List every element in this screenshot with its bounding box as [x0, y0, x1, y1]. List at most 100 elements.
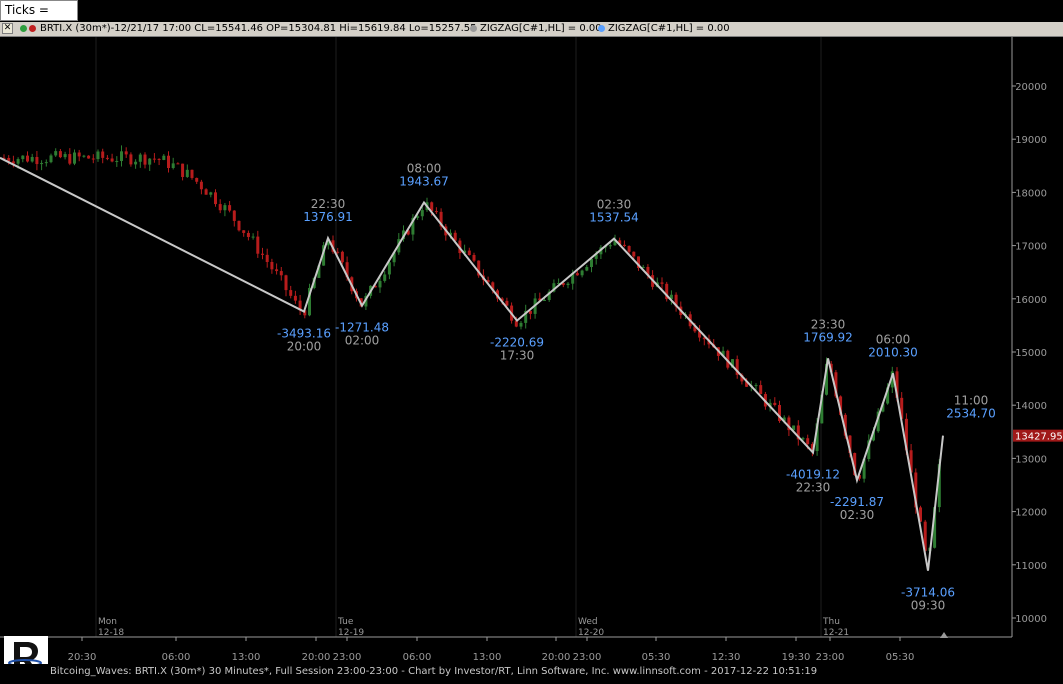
candle-body [810, 444, 814, 452]
time-tick-label: 19:30 [782, 652, 811, 663]
pivot-time-label: 02:30 [840, 508, 875, 522]
last-price-label: 13427.95 [1015, 432, 1063, 443]
candle-body [914, 472, 918, 508]
pivot-move-label: -3493.16 [277, 327, 331, 341]
candle-body [73, 152, 76, 164]
candle-body [580, 270, 584, 276]
price-chart[interactable]: 20:00-3493.1622:301376.9102:00-1271.4808… [0, 37, 1063, 664]
candle-body [486, 280, 490, 283]
candle-body [87, 155, 91, 159]
chart-background [0, 37, 1063, 664]
candle-body [439, 211, 443, 227]
time-tick-label: 06:00 [403, 652, 432, 663]
pivot-move-label: -3714.06 [901, 586, 955, 600]
time-tick-label: 23:00 [816, 652, 845, 663]
candle-body [54, 151, 58, 156]
candle-body [721, 350, 725, 356]
time-tick-label: 05:30 [886, 652, 915, 663]
candle-body [890, 371, 894, 388]
candle-body [637, 256, 640, 269]
candle-body [378, 280, 382, 288]
close-icon[interactable]: ✕ [2, 23, 13, 34]
candle-body [120, 151, 123, 161]
scroll-marker-icon[interactable] [940, 632, 948, 638]
candle-body [618, 240, 622, 245]
candle-body [303, 310, 307, 316]
candle-body [937, 464, 941, 508]
chart-info-bar: ✕ BRTI.X (30m*)-12/21/17 17:00 CL=15541.… [0, 22, 1063, 37]
candle-body [134, 161, 138, 165]
candle-body [35, 156, 39, 165]
candle-body [251, 236, 255, 238]
zigzag-indicator-1[interactable]: ZIGZAG[C#1,HL] = 0.00 [480, 23, 602, 34]
candle-body [608, 245, 612, 247]
candle-body [909, 450, 913, 473]
last-price-tag [1013, 429, 1063, 442]
candle-body [886, 387, 890, 404]
pivot-move-label: -2220.69 [490, 336, 544, 350]
candle-body [148, 158, 152, 165]
candle-body [519, 322, 523, 327]
price-tick-label: 13000 [1015, 454, 1047, 465]
symbol-quote[interactable]: BRTI.X (30m*)-12/21/17 17:00 CL=15541.46… [40, 23, 477, 34]
candle-body [157, 158, 161, 160]
candle-body [848, 435, 852, 454]
candle-body [773, 402, 777, 406]
candle-body [7, 157, 11, 162]
candle-body [778, 405, 781, 422]
time-axis[interactable]: 20:30 06:00 13:00 20:00 23:00 06:00 13:00 20:00… [68, 617, 915, 663]
candle-body [745, 381, 749, 387]
price-tick-label: 11000 [1015, 561, 1047, 572]
candle-body [195, 177, 199, 182]
candle-body [105, 157, 109, 159]
candle-body [218, 204, 222, 211]
candle-body [190, 169, 194, 178]
candle-body [284, 275, 288, 291]
pivot-time-label: 09:30 [911, 599, 946, 613]
candle-body [270, 261, 274, 270]
candle-body [669, 294, 673, 300]
candle-body [209, 192, 213, 195]
candle-body [820, 394, 824, 424]
time-tick-label: 13:00 [232, 652, 261, 663]
day-label: Mon [98, 617, 117, 627]
pivot-move-label: 1376.91 [303, 210, 353, 224]
candle-body [449, 232, 452, 236]
candle-body [594, 254, 598, 259]
time-tick-label: 20:00 [302, 652, 331, 663]
pivot-move-label: -1271.48 [335, 321, 389, 335]
candle-body [693, 326, 697, 332]
candle-body [566, 283, 570, 286]
candle-body [199, 181, 203, 190]
candle-body [96, 151, 100, 160]
zigzag-indicator-2[interactable]: ZIGZAG[C#1,HL] = 0.00 [608, 23, 730, 34]
candle-body [665, 283, 669, 300]
candle-body [317, 265, 321, 278]
up-candle-color-icon [20, 25, 27, 32]
candle-body [237, 220, 241, 231]
footer-text: Bitcoing_Waves: BRTI.X (30m*) 30 Minutes… [50, 666, 818, 677]
candle-body [801, 438, 805, 440]
candle-body [627, 245, 631, 252]
candle-body [420, 210, 424, 217]
candle-body [223, 205, 227, 211]
candle-body [181, 163, 185, 177]
candle-body [735, 359, 739, 375]
candle-body [575, 273, 579, 276]
candle-body [740, 374, 744, 382]
ticks-button[interactable]: Ticks = 1000 [0, 0, 78, 36]
candle-body [768, 402, 772, 407]
candle-body [806, 438, 810, 445]
candle-body [364, 295, 368, 307]
candle-body [571, 273, 575, 284]
candle-body [646, 266, 650, 276]
candle-body [862, 458, 866, 479]
candle-body [416, 216, 420, 218]
pivot-time-label: 02:00 [345, 334, 380, 348]
price-axis[interactable]: 20000 19000 18000 17000 16000 15000 14000 13000… [1012, 82, 1063, 625]
candle-body [16, 159, 20, 164]
time-tick-label: 13:00 [473, 652, 502, 663]
candle-body [698, 331, 702, 338]
day-label: Thu [822, 617, 840, 627]
candle-body [265, 254, 269, 262]
